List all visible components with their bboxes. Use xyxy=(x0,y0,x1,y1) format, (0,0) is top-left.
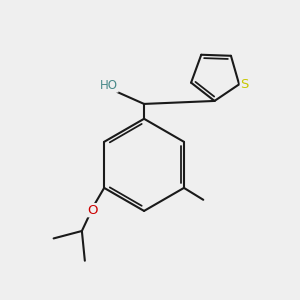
Text: S: S xyxy=(240,78,249,91)
Text: HO: HO xyxy=(100,79,118,92)
Text: O: O xyxy=(87,204,98,217)
